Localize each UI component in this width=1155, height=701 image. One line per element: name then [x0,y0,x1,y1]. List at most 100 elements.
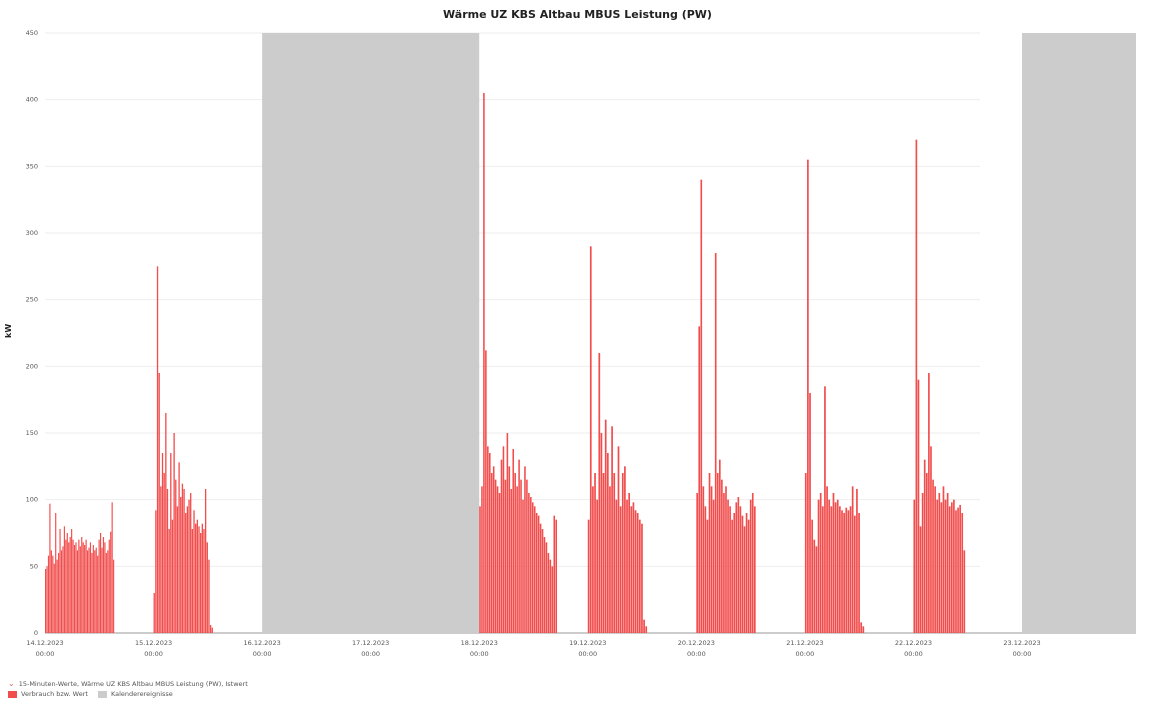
consumption-bar [834,502,837,633]
consumption-bar [636,513,639,633]
consumption-bar [541,529,544,633]
consumption-bar [938,493,941,633]
consumption-bar [731,519,733,633]
consumption-bar [171,519,174,633]
consumption-bar [641,523,643,633]
consumption-bar [71,529,73,633]
consumption-bar [712,499,715,633]
consumption-bar [181,483,184,633]
y-ticks-layer: 0 50 100 150 200 250 300 350 400 450 [26,29,38,637]
consumption-bar [921,493,924,633]
consumption-bar [847,510,850,633]
line-marker-icon: ⌄ [8,679,15,688]
consumption-bar [533,506,536,633]
consumption-bar [702,486,705,633]
consumption-bar [73,545,76,633]
consumption-bar [942,486,945,633]
consumption-bar [828,499,831,633]
consumption-bar [160,486,162,633]
consumption-bar [68,542,70,633]
consumption-bar [611,426,613,633]
consumption-bar [198,526,200,633]
consumption-bar [953,499,955,633]
y-tick-label: 0 [34,629,38,637]
consumption-bar [824,386,826,633]
consumption-bar [496,486,499,633]
consumption-bar [180,497,182,633]
y-tick-label: 200 [26,362,38,370]
consumption-bar [843,513,845,633]
consumption-bar [936,499,939,633]
consumption-bar [634,510,637,633]
consumption-bar [733,513,736,633]
consumption-bar [498,493,501,633]
consumption-bar [543,537,546,633]
consumption-bar [506,433,509,633]
consumption-bar [839,506,841,633]
consumption-bar [963,550,966,633]
y-tick-label: 150 [26,429,38,437]
consumption-bar [494,479,497,633]
consumption-bar [81,537,83,633]
consumption-bar [811,519,814,633]
consumption-bar [49,503,51,633]
consumption-bar [706,519,709,633]
consumption-bar [56,559,58,633]
consumption-bar [535,513,538,633]
x-tick-label-date: 22.12.2023 [895,639,932,647]
consumption-bar [514,473,516,633]
consumption-bar [45,569,47,633]
consumption-bar [186,506,189,633]
consumption-bar [718,459,721,633]
consumption-bar [520,479,522,633]
legend-label-consumption[interactable]: Verbrauch bzw. Wert [21,690,88,698]
consumption-bar [204,489,207,633]
consumption-bar [606,453,609,633]
consumption-bar [959,505,961,633]
consumption-bar [111,502,113,633]
legend-label-calendar-events[interactable]: Kalenderereignisse [110,690,173,698]
x-ticks-layer: 14.12.2023 00:00 15.12.2023 00:00 16.12.2023… [26,639,1040,658]
consumption-bar [113,559,115,633]
consumption-bar [741,515,744,633]
consumption-bar [944,499,947,633]
consumption-bar [930,446,932,633]
consumption-bar [928,373,930,633]
consumption-bar [700,179,703,633]
consumption-bar [955,510,957,633]
x-tick-label-date: 19.12.2023 [569,639,606,647]
consumption-bar [737,497,740,633]
consumption-bar [62,546,64,633]
consumption-bar [508,466,511,633]
consumption-bar [153,593,155,633]
consumption-bar [716,473,719,633]
consumption-bar [628,493,631,633]
consumption-bar [743,526,746,633]
consumption-bar [163,473,165,633]
consumption-bar [821,506,824,633]
consumption-bar [92,545,94,633]
consumption-bar [739,506,742,633]
consumption-bar [178,462,180,633]
consumption-bar [188,499,190,633]
y-tick-label: 250 [26,296,38,304]
consumption-bar [946,493,949,633]
y-tick-label: 450 [26,29,38,37]
consumption-bar [545,542,548,633]
x-tick-label-time: 00:00 [904,650,923,658]
consumption-bar [105,553,107,633]
consumption-bar [488,453,491,633]
consumption-bar [52,555,54,633]
consumption-bar [155,510,157,633]
consumption-bar [619,506,622,633]
x-tick-label-date: 15.12.2023 [135,639,172,647]
consumption-bar [596,499,599,633]
consumption-bar [91,553,93,633]
x-tick-label-time: 00:00 [470,650,489,658]
consumption-bar [925,473,928,633]
legend-item-series-line[interactable]: ⌄ 15-Minuten-Werte, Wärme UZ KBS Altbau … [8,679,248,688]
consumption-bar [594,473,596,633]
consumption-bar [170,453,172,633]
consumption-bar [66,533,68,633]
consumption-bar [826,486,828,633]
